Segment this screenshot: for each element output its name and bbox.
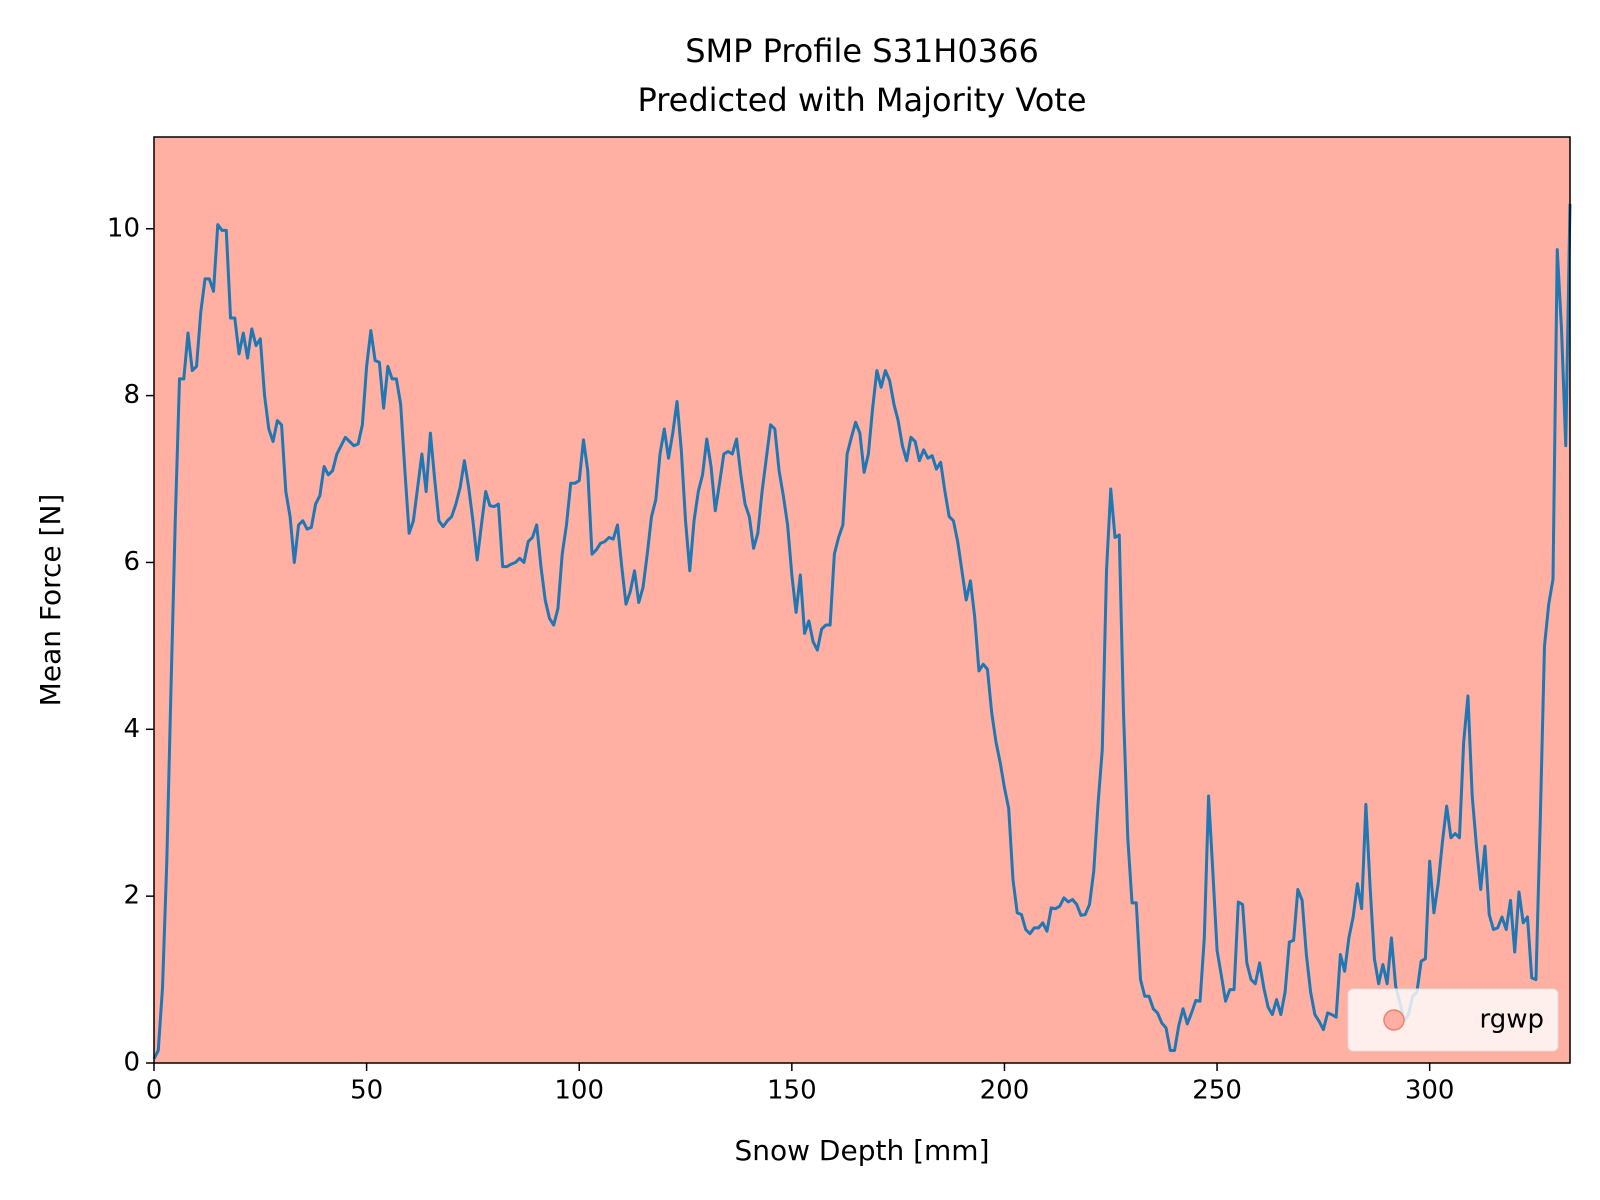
y-tick-label: 2 [123, 881, 140, 911]
y-axis-label: Mean Force [N] [34, 494, 67, 707]
y-tick-label: 0 [123, 1048, 140, 1078]
legend-box [1347, 988, 1559, 1052]
y-tick-label: 4 [123, 714, 140, 744]
x-axis-label: Snow Depth [mm] [734, 1134, 989, 1167]
legend-marker [1383, 1009, 1405, 1031]
x-tick-label: 100 [554, 1076, 604, 1106]
x-tick-label: 300 [1405, 1076, 1455, 1106]
y-tick-label: 10 [107, 213, 140, 243]
data-line [152, 203, 1572, 1060]
plot-background [154, 137, 1570, 1063]
x-tick-label: 50 [350, 1076, 383, 1106]
chart-title: SMP Profile S31H0366 [685, 32, 1039, 70]
y-tick-label: 8 [123, 380, 140, 410]
x-tick-label: 0 [146, 1076, 163, 1106]
plot-frame [153, 136, 1571, 1064]
x-tick-label: 200 [980, 1076, 1030, 1106]
legend: rgwp [1347, 988, 1559, 1052]
y-tick-label: 6 [123, 547, 140, 577]
x-tick-label: 150 [767, 1076, 817, 1106]
legend-label: rgwp [1479, 1005, 1544, 1035]
chart-subtitle: Predicted with Majority Vote [637, 81, 1086, 119]
x-tick-label: 250 [1192, 1076, 1242, 1106]
